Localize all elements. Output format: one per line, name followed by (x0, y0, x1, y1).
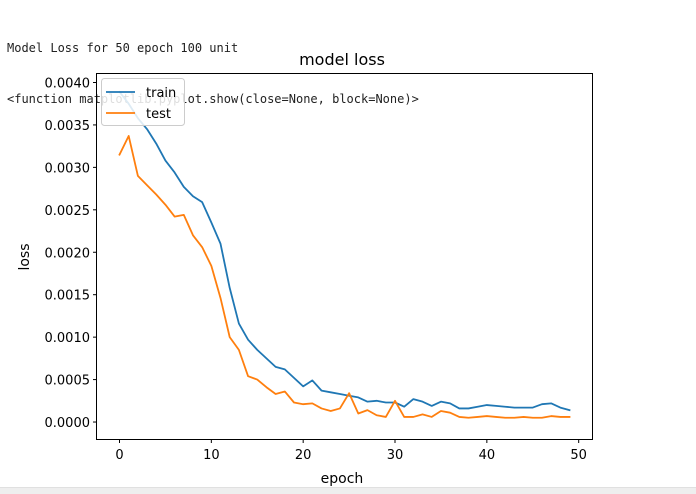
scrollbar-track[interactable] (0, 487, 696, 494)
y-tick-label: 0.0005 (45, 374, 91, 389)
y-tick-label: 0.0025 (45, 204, 91, 219)
series-line-test (118, 135, 571, 419)
series-layer (118, 90, 571, 419)
chart-title: model loss (299, 50, 385, 69)
legend-label-test: test (146, 107, 171, 122)
x-tick-label: 30 (387, 448, 404, 463)
x-axis-label: epoch (321, 471, 364, 487)
x-tick-label: 40 (479, 448, 496, 463)
y-tick-label: 0.0015 (45, 289, 91, 304)
legend-label-train: train (146, 86, 176, 101)
x-tick-label: 20 (295, 448, 312, 463)
y-axis: 0.0000 0.0005 0.0010 0.0015 0.0020 0.0025 0.00… (45, 76, 97, 431)
x-tick-label: 10 (203, 448, 220, 463)
y-tick-label: 0.0040 (45, 76, 91, 91)
y-axis-label: loss (17, 243, 33, 270)
y-tick-label: 0.0020 (45, 246, 91, 261)
y-tick-label: 0.0030 (45, 161, 91, 176)
series-line-train (118, 90, 571, 412)
y-tick-label: 0.0035 (45, 119, 91, 134)
x-axis: 0 10 20 30 40 50 (115, 439, 587, 463)
y-tick-label: 0.0000 (45, 416, 91, 431)
legend: train test (101, 78, 185, 126)
x-tick-label: 50 (570, 448, 587, 463)
y-tick-label: 0.0010 (45, 331, 91, 346)
console-line-title: Model Loss for 50 epoch 100 unit (7, 41, 239, 55)
x-tick-label: 0 (115, 448, 123, 463)
plot-frame (96, 73, 593, 440)
